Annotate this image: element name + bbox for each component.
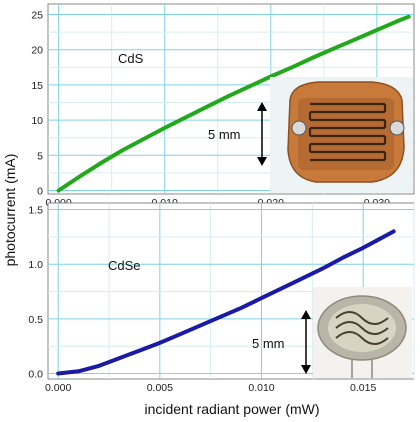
y-tick-label-top: 0: [37, 185, 43, 197]
cds-scale-arrow: [257, 102, 267, 166]
cds-scale-label: 5 mm: [208, 127, 241, 142]
cdse-scale-arrow: [301, 310, 311, 374]
cdse-curve: [56, 229, 396, 376]
cdse-serpentine: [335, 311, 389, 345]
y-tick-label-top: 15: [31, 80, 43, 92]
cdse-photo: [313, 287, 412, 378]
cds-label: CdS: [118, 51, 144, 66]
cds-pin-left: [291, 120, 307, 136]
panel-cdse: 0.000 0.005 0.010 0.015 0.0 0.5 1.0 1.5 CdSe 5 …: [28, 202, 415, 394]
tick-labels-bottom: 0.000 0.005 0.010 0.015 0.0 0.5 1.0 1.5: [28, 205, 376, 394]
y-tick-label-top: 5: [37, 150, 43, 162]
y-tick-label-bottom: 0.5: [28, 314, 43, 326]
x-tick-label-bottom: 0.005: [147, 382, 173, 394]
y-tick-label-bottom: 1.5: [28, 205, 43, 217]
x-tick-label-bottom: 0.010: [248, 382, 274, 394]
y-tick-label-bottom: 0.0: [28, 369, 43, 381]
y-tick-label-top: 25: [31, 10, 43, 22]
x-tick-label-bottom: 0.000: [45, 382, 71, 394]
x-axis-label: incident radiant power (mW): [144, 401, 319, 417]
x-tick-label-bottom: 0.015: [350, 382, 376, 394]
y-axis-label: photocurrent (mA): [2, 154, 18, 267]
cds-photo: [270, 77, 413, 193]
cds-pin-right: [389, 120, 405, 136]
y-tick-label-top: 10: [31, 115, 43, 127]
y-tick-label-top: 20: [31, 45, 43, 57]
y-tick-label-bottom: 1.0: [28, 259, 43, 271]
cds-serpentine: [308, 102, 387, 162]
cdse-label: CdSe: [108, 258, 141, 273]
cds-curve: [56, 14, 411, 193]
cdse-scale-label: 5 mm: [252, 336, 285, 351]
